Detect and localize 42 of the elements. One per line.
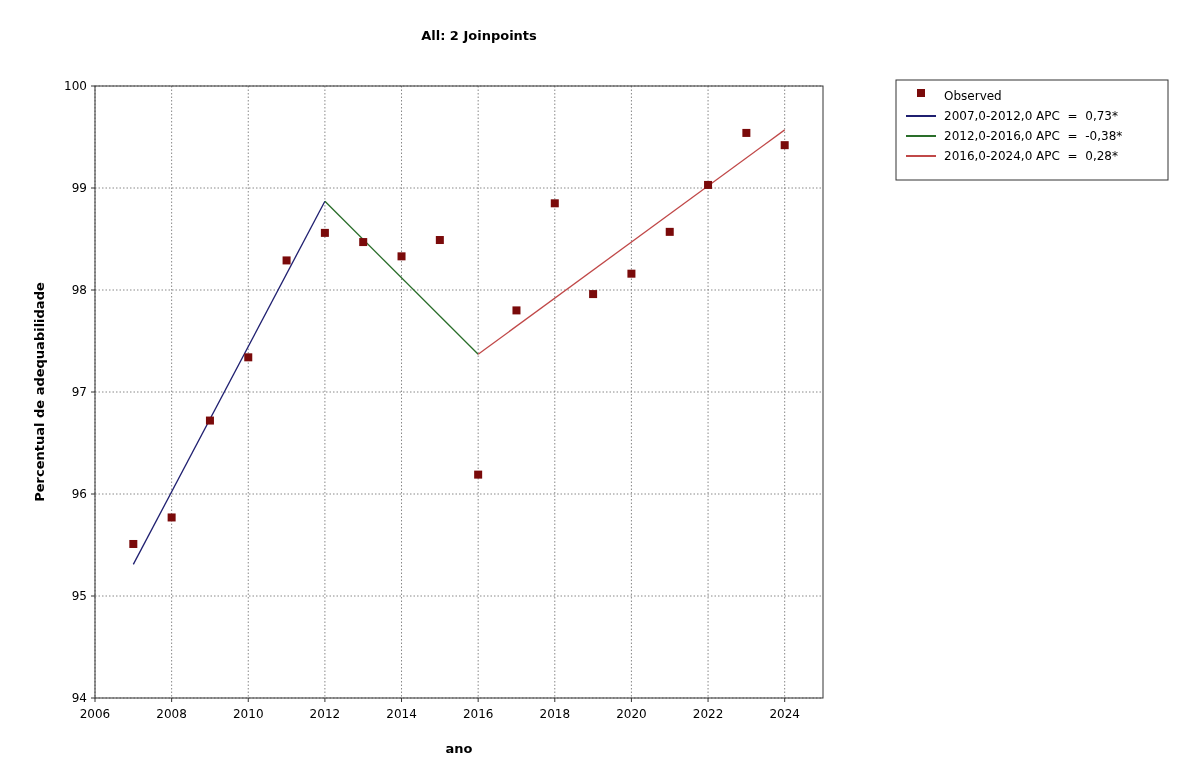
x-tick-label: 2024: [769, 707, 800, 721]
point: [129, 539, 138, 548]
point: [359, 238, 368, 247]
legend-label: 2012,0-2016,0 APC = -0,38*: [944, 129, 1123, 143]
chart-title: All: 2 Joinpoints: [421, 28, 538, 43]
y-tick-label: 96: [71, 487, 87, 501]
legend-label: 2007,0-2012,0 APC = 0,73*: [944, 109, 1118, 123]
point: [205, 416, 214, 425]
point: [704, 180, 713, 189]
point: [627, 269, 636, 278]
x-tick-label: 2022: [692, 707, 724, 721]
y-tick-label: 99: [71, 181, 87, 195]
y-tick-label: 94: [71, 691, 87, 705]
point: [320, 228, 329, 237]
point: [780, 141, 789, 150]
point: [550, 199, 559, 208]
point: [512, 306, 521, 315]
x-tick-label: 2016: [462, 707, 494, 721]
y-tick-label: 97: [71, 385, 87, 399]
y-axis-title: Percentual de adequabilidade: [32, 282, 47, 502]
point: [665, 227, 674, 236]
point: [435, 236, 444, 245]
point: [244, 353, 253, 362]
point: [589, 290, 598, 299]
y-tick-label: 95: [71, 589, 87, 603]
y-tick-label: 100: [64, 79, 87, 93]
legend-label: Observed: [944, 89, 1002, 103]
x-tick-label: 2020: [616, 707, 647, 721]
x-axis-title: ano: [445, 741, 473, 756]
point: [474, 470, 483, 479]
x-tick-label: 2018: [539, 707, 571, 721]
x-tick-label: 2010: [232, 707, 264, 721]
legend-label: 2016,0-2024,0 APC = 0,28*: [944, 149, 1118, 163]
x-tick-label: 2006: [79, 707, 111, 721]
x-tick-label: 2014: [386, 707, 417, 721]
point: [167, 513, 176, 522]
point: [742, 128, 751, 137]
x-tick-label: 2012: [309, 707, 341, 721]
point: [282, 256, 291, 265]
y-tick-label: 98: [71, 283, 87, 297]
point: [397, 252, 406, 261]
x-tick-label: 2008: [156, 707, 187, 721]
